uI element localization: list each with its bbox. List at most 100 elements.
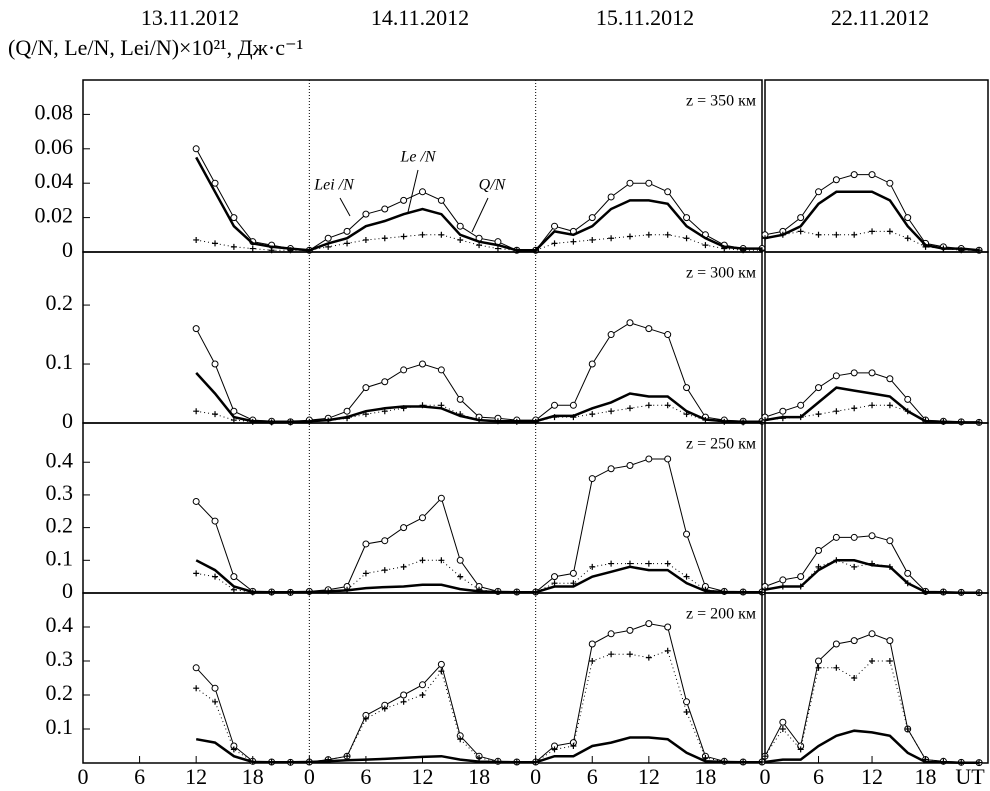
point-marker — [664, 231, 671, 238]
label-leader — [407, 169, 419, 213]
point-marker — [325, 243, 332, 250]
point-marker — [381, 408, 388, 415]
panel-frame — [82, 79, 763, 253]
point-marker — [645, 402, 652, 409]
point-marker — [664, 647, 671, 654]
series-line — [764, 190, 980, 252]
point-marker — [588, 475, 596, 483]
panel-frame — [764, 251, 989, 424]
point-marker — [419, 231, 426, 238]
point-marker — [645, 325, 653, 333]
point-marker — [569, 569, 577, 577]
point-marker — [192, 664, 200, 672]
point-marker — [779, 407, 787, 415]
point-marker — [381, 537, 389, 545]
point-marker — [607, 630, 615, 638]
point-marker — [400, 196, 408, 204]
panel-frame — [764, 592, 989, 764]
x-tick-label: 12 — [638, 764, 660, 789]
point-marker — [419, 514, 426, 522]
x-tick-label: 0 — [304, 764, 315, 789]
point-marker — [797, 214, 805, 222]
point-marker — [570, 414, 577, 421]
x-unit: UT — [955, 764, 985, 789]
point-marker — [476, 586, 483, 593]
point-marker — [922, 243, 929, 250]
x-tick-label: 12 — [412, 764, 434, 789]
point-marker — [419, 692, 426, 698]
point-marker — [779, 583, 786, 590]
point-marker — [645, 654, 652, 661]
point-marker — [419, 402, 426, 409]
point-marker — [212, 240, 219, 247]
point-marker — [815, 657, 823, 665]
point-marker — [626, 626, 634, 634]
point-marker — [815, 411, 822, 418]
point-marker — [362, 715, 369, 722]
point-marker — [797, 414, 804, 421]
point-marker — [868, 630, 876, 638]
point-marker — [850, 369, 858, 377]
day-label: 13.11.2012 — [141, 5, 239, 30]
point-marker — [626, 560, 633, 567]
point-marker — [886, 637, 894, 645]
point-marker — [438, 231, 445, 238]
point-marker — [683, 573, 690, 580]
point-marker — [851, 405, 858, 412]
point-marker — [832, 176, 840, 184]
point-marker — [779, 726, 786, 732]
point-marker — [664, 188, 672, 196]
point-marker — [940, 245, 947, 252]
point-marker — [608, 560, 615, 567]
point-marker — [211, 517, 219, 525]
point-marker — [626, 233, 633, 240]
point-marker — [779, 415, 786, 422]
point-marker — [779, 718, 787, 726]
point-marker — [833, 408, 840, 415]
point-marker — [832, 640, 840, 648]
day-label: 22.11.2012 — [831, 5, 929, 30]
point-marker — [645, 620, 653, 628]
point-marker — [589, 563, 596, 570]
point-marker — [759, 758, 765, 765]
point-marker — [832, 533, 840, 541]
point-marker — [797, 573, 805, 581]
point-marker — [570, 580, 577, 587]
day-label: 14.11.2012 — [371, 5, 469, 30]
point-marker — [645, 560, 652, 567]
annotation: z = 250 км — [686, 436, 756, 453]
point-marker — [381, 567, 388, 574]
point-marker — [797, 746, 804, 753]
point-marker — [588, 360, 596, 368]
point-marker — [645, 179, 653, 187]
y-tick-label: 0.02 — [35, 203, 74, 228]
point-marker — [683, 214, 691, 222]
point-marker — [664, 455, 672, 463]
point-marker — [797, 228, 804, 235]
label-leader — [339, 197, 351, 217]
annotation: z = 300 км — [686, 265, 756, 282]
panel-frame — [764, 422, 989, 594]
point-marker — [664, 402, 671, 409]
point-marker — [381, 235, 388, 242]
point-marker — [589, 236, 596, 243]
y-tick-label: 0.4 — [46, 612, 74, 637]
point-marker — [230, 214, 238, 222]
point-marker — [868, 369, 876, 377]
point-marker — [607, 331, 615, 339]
point-marker — [570, 238, 577, 245]
point-marker — [779, 231, 786, 238]
point-marker — [230, 243, 237, 250]
y-tick-label: 0.4 — [46, 447, 74, 472]
point-marker — [608, 408, 615, 415]
point-marker — [381, 378, 389, 386]
point-marker — [702, 242, 709, 249]
point-marker — [230, 573, 238, 581]
point-marker — [869, 402, 876, 409]
x-tick-label: 12 — [185, 764, 207, 789]
point-marker — [212, 698, 219, 705]
point-marker — [922, 756, 929, 763]
point-marker — [850, 533, 858, 541]
x-tick-label: 6 — [134, 764, 145, 789]
